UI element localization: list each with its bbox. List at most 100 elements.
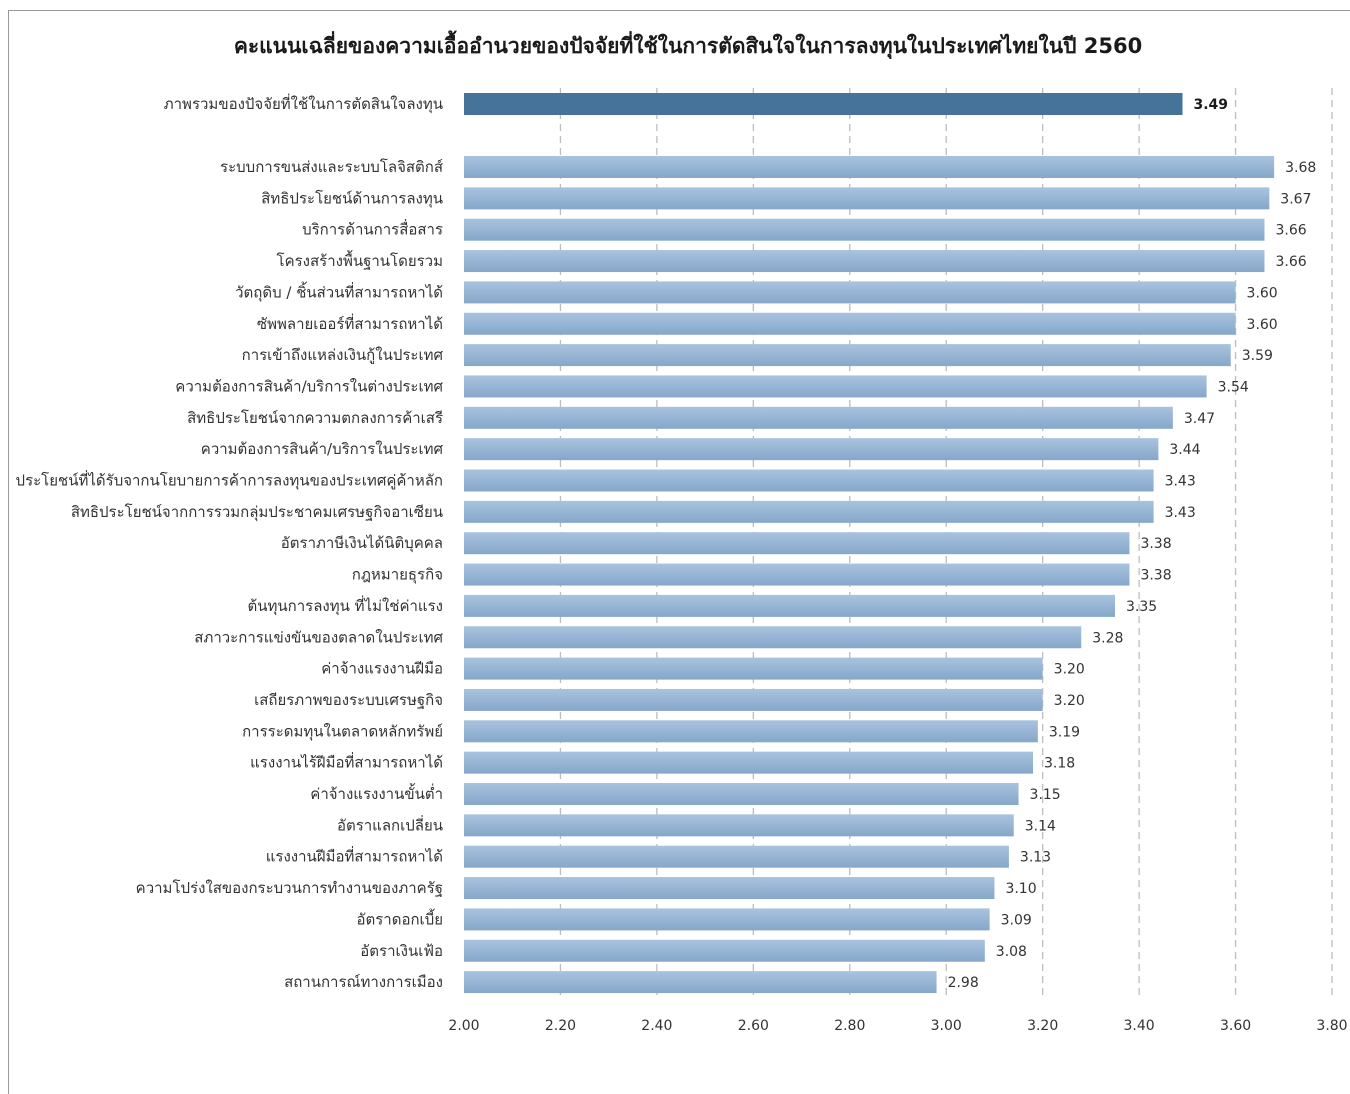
value-label: 3.66 bbox=[1275, 254, 1306, 270]
x-tick-label: 3.20 bbox=[1027, 1018, 1058, 1034]
value-label: 3.47 bbox=[1184, 411, 1215, 427]
value-label: 3.09 bbox=[1001, 912, 1032, 928]
category-label: อัตราดอกเบี้ย bbox=[357, 908, 444, 928]
bar bbox=[464, 344, 1231, 367]
category-label: สิทธิประโยชน์ด้านการลงทุน bbox=[261, 189, 443, 208]
bar bbox=[464, 814, 1014, 837]
value-label: 3.35 bbox=[1126, 599, 1157, 615]
bar bbox=[464, 250, 1265, 273]
x-tick-label: 2.20 bbox=[545, 1018, 576, 1034]
bar bbox=[464, 406, 1173, 429]
bar bbox=[464, 908, 990, 931]
bar bbox=[464, 971, 937, 994]
category-labels: ภาพรวมของปัจจัยที่ใช้ในการตัดสินใจลงทุนร… bbox=[16, 93, 444, 991]
x-axis-ticks: 2.00 2.20 2.40 2.60 2.80 3.00 3.20 3.40 3.60 3.80 bbox=[448, 1018, 1347, 1034]
x-tick-label: 2.00 bbox=[448, 1018, 479, 1034]
bar bbox=[464, 939, 985, 962]
category-label: สิทธิประโยชน์จากการรวมกลุ่มประชาคมเศรษฐก… bbox=[71, 503, 443, 522]
bar bbox=[464, 751, 1034, 774]
category-label: การระดมทุนในตลาดหลักทรัพย์ bbox=[242, 722, 443, 741]
bar bbox=[464, 187, 1270, 210]
value-label: 3.67 bbox=[1280, 191, 1311, 207]
category-label: อัตราแลกเปลี่ยน bbox=[337, 814, 443, 834]
value-label: 2.98 bbox=[948, 975, 979, 991]
category-label: ระบบการขนส่งและระบบโลจิสติกส์ bbox=[220, 158, 443, 176]
value-label: 3.44 bbox=[1169, 442, 1200, 458]
category-label: บริการด้านการสื่อสาร bbox=[302, 219, 443, 239]
x-tick-label: 2.80 bbox=[834, 1018, 865, 1034]
bar bbox=[464, 688, 1043, 711]
value-label: 3.20 bbox=[1054, 662, 1085, 678]
x-tick-label: 3.80 bbox=[1316, 1018, 1347, 1034]
category-label: ซัพพลายเออร์ที่สามารถหาได้ bbox=[257, 313, 443, 333]
x-tick-label: 2.40 bbox=[641, 1018, 672, 1034]
chart-frame bbox=[8, 10, 1350, 1094]
value-label: 3.08 bbox=[996, 944, 1027, 960]
category-label: เสถียรภาพของระบบเศรษฐกิจ bbox=[254, 691, 443, 709]
value-label: 3.60 bbox=[1247, 285, 1278, 301]
bar bbox=[464, 563, 1130, 586]
category-label: วัตถุดิบ / ชิ้นส่วนที่สามารถหาได้ bbox=[235, 281, 443, 302]
bar bbox=[464, 281, 1236, 304]
category-label: อัตราเงินเฟ้อ bbox=[360, 942, 443, 960]
value-label-overall: 3.49 bbox=[1194, 97, 1229, 113]
value-label: 3.43 bbox=[1165, 474, 1196, 490]
bar bbox=[464, 218, 1265, 241]
bar bbox=[464, 720, 1038, 743]
category-label: ความต้องการสินค้า/บริการในต่างประเทศ bbox=[175, 377, 443, 395]
bar bbox=[464, 626, 1082, 649]
value-label: 3.38 bbox=[1140, 568, 1171, 584]
value-label: 3.19 bbox=[1049, 724, 1080, 740]
category-label: การเข้าถึงแหล่งเงินกู้ในประเทศ bbox=[242, 346, 444, 364]
bars bbox=[464, 93, 1275, 994]
category-label: ค่าจ้างแรงงานฝีมือ bbox=[321, 660, 443, 678]
category-label-overall: ภาพรวมของปัจจัยที่ใช้ในการตัดสินใจลงทุน bbox=[164, 93, 443, 114]
category-label: ประโยชน์ที่ได้รับจากนโยบายการค้าการลงทุน… bbox=[16, 470, 443, 491]
bar bbox=[464, 375, 1207, 398]
category-label: แรงงานฝีมือที่สามารถหาได้ bbox=[266, 846, 443, 866]
category-label: ความโปร่งใสของกระบวนการทำงานของภาครัฐ bbox=[136, 879, 443, 897]
category-label: อัตราภาษีเงินได้นิติบุคคล bbox=[281, 534, 443, 553]
value-label: 3.66 bbox=[1275, 223, 1306, 239]
bar bbox=[464, 532, 1130, 555]
bar bbox=[464, 438, 1159, 461]
category-label: สภาวะการแข่งขันของตลาดในประเทศ bbox=[194, 628, 443, 646]
value-label: 3.54 bbox=[1218, 379, 1249, 395]
chart-title: คะแนนเฉลี่ยของความเอื้ออำนวยของปัจจัยที่… bbox=[233, 34, 1143, 58]
value-label: 3.38 bbox=[1140, 536, 1171, 552]
value-label: 3.28 bbox=[1092, 630, 1123, 646]
category-label: ความต้องการสินค้า/บริการในประเทศ bbox=[201, 440, 444, 458]
bar bbox=[464, 845, 1009, 868]
bar bbox=[464, 500, 1154, 523]
value-labels: 3.49 3.68 3.67 3.66 3.66 3.60 3.60 3.59 3.543.47… bbox=[948, 97, 1317, 991]
category-label: โครงสร้างพื้นฐานโดยรวม bbox=[277, 250, 443, 270]
bar bbox=[464, 156, 1275, 178]
bar bbox=[464, 312, 1236, 335]
category-label: กฎหมายธุรกิจ bbox=[352, 566, 443, 585]
value-label: 3.15 bbox=[1030, 787, 1061, 803]
category-label: ต้นทุนการลงทุน ที่ไม่ใช่ค่าแรง bbox=[248, 595, 443, 616]
value-label: 3.14 bbox=[1025, 818, 1056, 834]
bar bbox=[464, 877, 995, 900]
value-label: 3.18 bbox=[1044, 756, 1075, 772]
x-tick-label: 3.40 bbox=[1124, 1018, 1155, 1034]
value-label: 3.59 bbox=[1242, 348, 1273, 364]
value-label: 3.10 bbox=[1005, 881, 1036, 897]
category-label: สิทธิประโยชน์จากความตกลงการค้าเสรี bbox=[187, 409, 443, 427]
category-label: สถานการณ์ทางการเมือง bbox=[284, 973, 443, 991]
bar bbox=[464, 469, 1154, 492]
value-label: 3.68 bbox=[1285, 160, 1316, 176]
category-label: ค่าจ้างแรงงานขั้นต่ำ bbox=[310, 783, 443, 803]
value-label: 3.20 bbox=[1054, 693, 1085, 709]
bar bbox=[464, 783, 1019, 805]
category-label: แรงงานไร้ฝีมือที่สามารถหาได้ bbox=[250, 752, 443, 772]
x-tick-label: 3.60 bbox=[1220, 1018, 1251, 1034]
value-label: 3.43 bbox=[1165, 505, 1196, 521]
value-label: 3.60 bbox=[1247, 317, 1278, 333]
bar bbox=[464, 594, 1115, 617]
value-label: 3.13 bbox=[1020, 850, 1051, 866]
bar-overall bbox=[464, 93, 1183, 115]
x-tick-label: 2.60 bbox=[738, 1018, 769, 1034]
x-tick-label: 3.00 bbox=[931, 1018, 962, 1034]
